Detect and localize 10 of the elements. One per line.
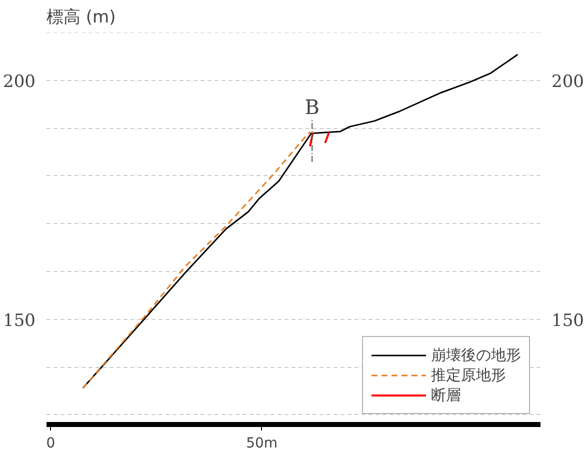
- annotation: B: [304, 95, 320, 120]
- line-series: [82, 131, 312, 389]
- x-tick-label: 50m: [246, 436, 278, 452]
- legend-label: 崩壊後の地形: [431, 346, 521, 364]
- y-axis-title: 標高 (m): [46, 8, 116, 28]
- y2-tick-label: 150: [552, 310, 584, 331]
- legend-label: 断層: [431, 386, 461, 404]
- y2-tick-label: 200: [552, 72, 584, 92]
- legend-label: 推定原地形: [431, 366, 506, 384]
- x-tick-label: 0: [46, 436, 56, 452]
